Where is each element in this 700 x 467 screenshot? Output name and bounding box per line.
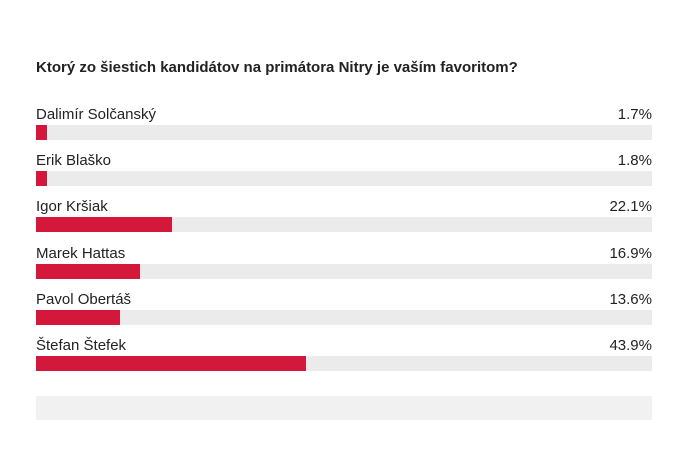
bar-fill [36,263,141,279]
poll-footer-bar [36,396,652,420]
poll-widget: Ktorý zo šiestich kandidátov na primátor… [36,0,652,467]
bar-track [36,356,652,371]
vote-percentage: 1.7% [617,106,652,123]
vote-percentage: 43.9% [609,337,652,354]
bar-track [36,217,652,233]
poll-option: Erik Blaško 1.8% [36,152,652,194]
bar-fill [36,171,48,187]
bar-fill [36,309,120,325]
vote-percentage: 16.9% [609,244,652,262]
bar-fill [36,217,173,233]
bar-track [36,125,652,140]
candidate-name: Igor Kršiak [36,198,108,216]
poll-option: Pavol Obertáš 13.6% [36,291,652,333]
bar-track [36,171,652,187]
vote-percentage: 13.6% [609,290,652,308]
candidate-name: Štefan Štefek [36,337,127,354]
poll-option: Marek Hattas 16.9% [36,245,652,287]
bar-fill [36,356,307,371]
candidate-name: Erik Blaško [36,152,112,170]
poll-option: Dalimír Solčanský 1.7% [36,106,652,148]
candidate-name: Dalimír Solčanský [36,106,157,123]
poll-option: Štefan Štefek 43.9% [36,337,652,379]
vote-percentage: 22.1% [609,198,652,216]
candidate-name: Marek Hattas [36,244,126,262]
vote-percentage: 1.8% [617,152,652,170]
bar-track [36,309,652,325]
poll-option: Igor Kršiak 22.1% [36,198,652,240]
bar-track [36,263,652,279]
candidate-name: Pavol Obertáš [36,290,132,308]
poll-title: Ktorý zo šiestich kandidátov na primátor… [36,59,518,76]
bar-fill [36,125,47,140]
